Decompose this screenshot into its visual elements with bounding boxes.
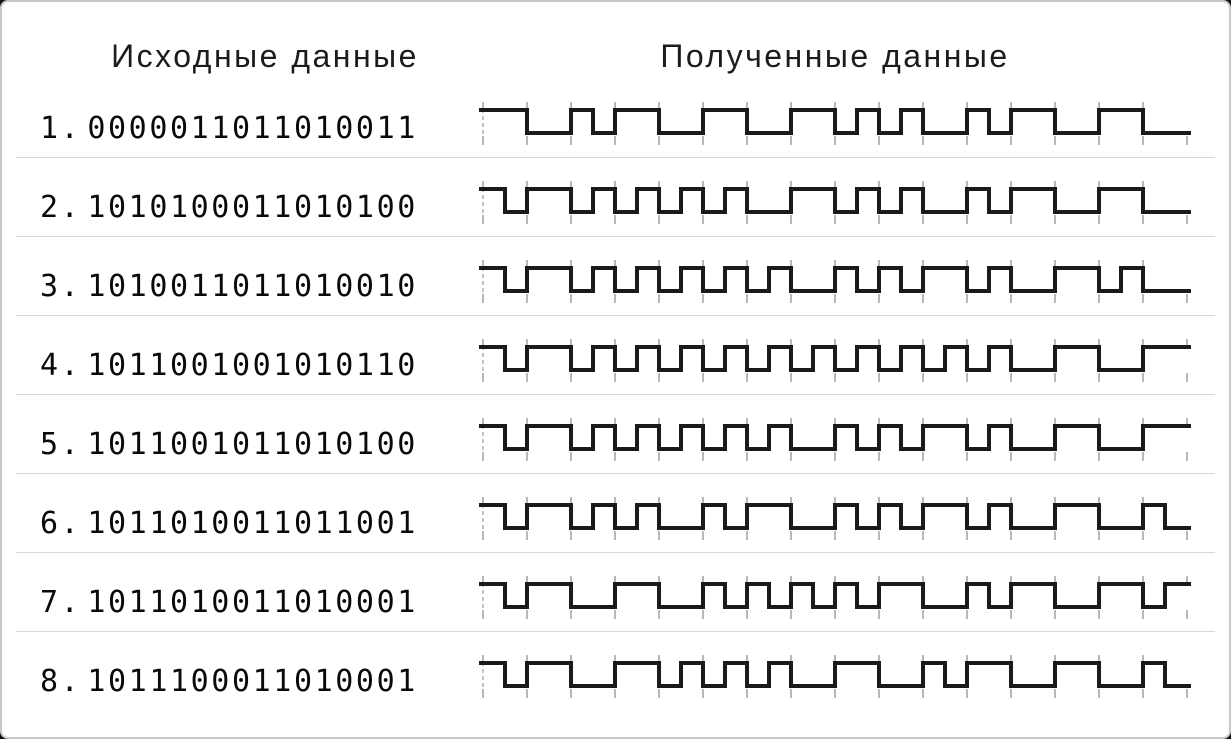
worksheet-row: 1. 0000011011010011 bbox=[0, 88, 1231, 167]
source-bits-value: 1010011011010010 bbox=[87, 269, 418, 304]
received-column-header: Полученные данные bbox=[660, 38, 1010, 74]
source-bits-text: 7. 1011010011010001 bbox=[40, 585, 418, 620]
received-signal-waveform bbox=[479, 497, 1191, 540]
row-number: 7. bbox=[40, 585, 82, 620]
signal-trace bbox=[479, 345, 1191, 372]
source-bits-text: 4. 1011001001010110 bbox=[40, 348, 418, 383]
signal-trace bbox=[479, 661, 1191, 688]
source-bits-text: 5. 1011001011010100 bbox=[40, 427, 418, 462]
signal-trace bbox=[479, 582, 1191, 609]
worksheet-row: 5. 1011001011010100 bbox=[0, 404, 1231, 483]
worksheet-row: 8. 1011100011010001 bbox=[0, 641, 1231, 720]
source-bits-value: 1011010011010001 bbox=[87, 585, 418, 620]
row-separator bbox=[16, 473, 1215, 474]
row-separator bbox=[16, 552, 1215, 553]
worksheet-row: 6. 1011010011011001 bbox=[0, 483, 1231, 562]
received-signal-waveform bbox=[479, 339, 1191, 382]
row-separator bbox=[16, 315, 1215, 316]
signal-trace bbox=[479, 503, 1191, 530]
row-number: 1. bbox=[40, 111, 82, 146]
row-separator bbox=[16, 236, 1215, 237]
received-signal-waveform bbox=[479, 181, 1191, 224]
worksheet-row: 3. 1010011011010010 bbox=[0, 246, 1231, 325]
source-bits-text: 3. 1010011011010010 bbox=[40, 269, 418, 304]
received-signal-waveform bbox=[479, 260, 1191, 303]
signal-trace bbox=[479, 108, 1191, 135]
source-bits-value: 0000011011010011 bbox=[87, 111, 418, 146]
row-number: 6. bbox=[40, 506, 82, 541]
source-bits-value: 1011001011010100 bbox=[87, 427, 418, 462]
source-bits-value: 1010100011010100 bbox=[87, 190, 418, 225]
source-bits-text: 1. 0000011011010011 bbox=[40, 111, 418, 146]
row-number: 3. bbox=[40, 269, 82, 304]
signal-trace bbox=[479, 266, 1191, 293]
received-signal-waveform bbox=[479, 418, 1191, 461]
worksheet-row: 7. 1011010011010001 bbox=[0, 562, 1231, 641]
row-separator bbox=[16, 631, 1215, 632]
row-number: 4. bbox=[40, 348, 82, 383]
source-column-header: Исходные данные bbox=[111, 38, 419, 74]
received-signal-waveform bbox=[479, 655, 1191, 698]
source-bits-value: 1011010011011001 bbox=[87, 506, 418, 541]
received-signal-waveform bbox=[479, 102, 1191, 145]
row-number: 5. bbox=[40, 427, 82, 462]
worksheet-row: 2. 1010100011010100 bbox=[0, 167, 1231, 246]
row-number: 8. bbox=[40, 664, 82, 699]
source-bits-value: 1011100011010001 bbox=[87, 664, 418, 699]
source-bits-text: 6. 1011010011011001 bbox=[40, 506, 418, 541]
signal-trace bbox=[479, 187, 1191, 214]
source-bits-text: 2. 1010100011010100 bbox=[40, 190, 418, 225]
row-separator bbox=[16, 157, 1215, 158]
row-separator bbox=[16, 394, 1215, 395]
row-number: 2. bbox=[40, 190, 82, 225]
received-signal-waveform bbox=[479, 576, 1191, 619]
worksheet-row: 4. 1011001001010110 bbox=[0, 325, 1231, 404]
source-bits-text: 8. 1011100011010001 bbox=[40, 664, 418, 699]
source-bits-value: 1011001001010110 bbox=[87, 348, 418, 383]
signal-trace bbox=[479, 424, 1191, 451]
